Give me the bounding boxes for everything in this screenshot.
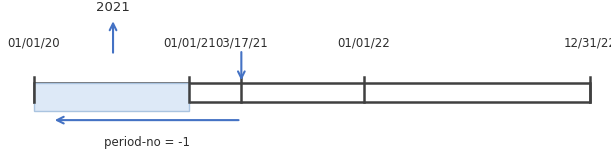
Text: 12/31/22: 12/31/22 bbox=[563, 36, 611, 49]
Text: 2021: 2021 bbox=[96, 1, 130, 14]
Bar bbox=[34, 83, 189, 111]
Text: 01/01/22: 01/01/22 bbox=[337, 36, 390, 49]
Text: 01/01/20: 01/01/20 bbox=[7, 36, 60, 49]
Text: 01/01/21: 01/01/21 bbox=[163, 36, 216, 49]
Text: 03/17/21: 03/17/21 bbox=[215, 36, 268, 49]
Text: period-no = -1: period-no = -1 bbox=[104, 136, 189, 148]
